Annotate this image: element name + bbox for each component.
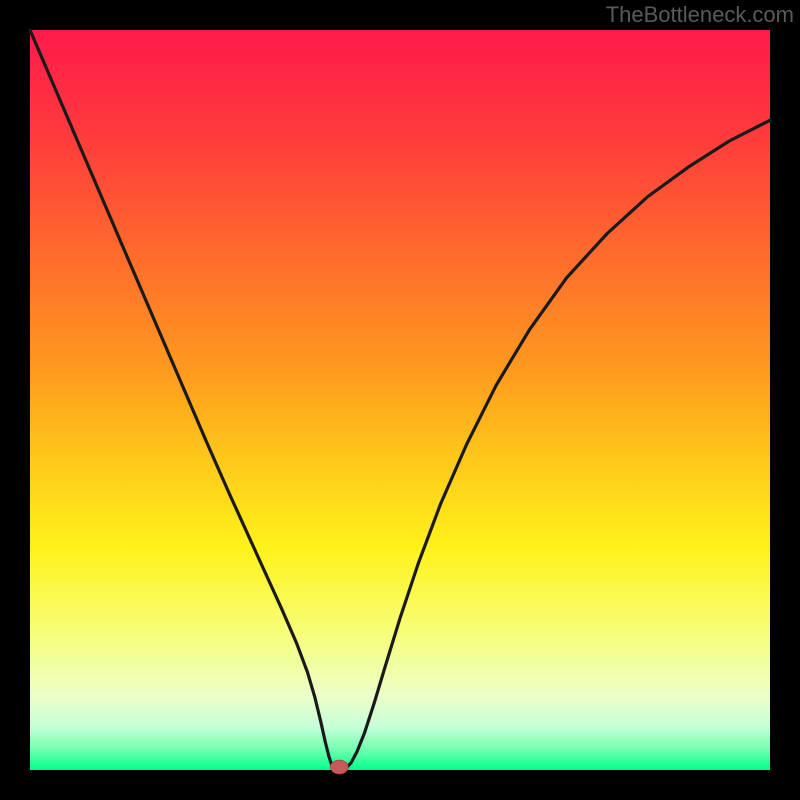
chart-container: TheBottleneck.com (0, 0, 800, 800)
watermark-text: TheBottleneck.com (606, 2, 794, 28)
plot-background (30, 30, 770, 770)
bottleneck-chart (0, 0, 800, 800)
optimum-marker (330, 760, 348, 774)
